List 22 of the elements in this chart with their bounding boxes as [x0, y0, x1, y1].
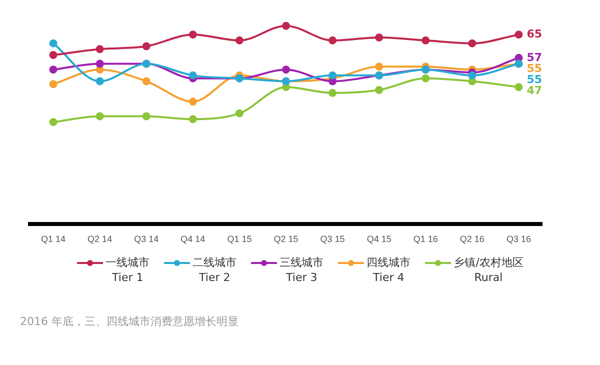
x-tick-label: Q2 16 — [460, 234, 484, 244]
x-tick-label: Q2 14 — [88, 234, 112, 244]
legend-label: 二线城市 Tier 2 — [192, 255, 237, 285]
data-label: 47 — [526, 84, 542, 97]
legend-label: 三线城市 Tier 3 — [280, 255, 324, 285]
data-label: 55 — [526, 72, 542, 86]
x-tick-label: Q4 15 — [366, 234, 392, 244]
x-tick-label: Q3 15 — [320, 234, 345, 244]
x-tick-label: Q1 16 — [413, 234, 438, 244]
legend-label: 一线城市 Tier 1 — [106, 255, 150, 285]
x-tick-label: Q4 14 — [180, 234, 206, 244]
x-tick-label: Q2 15 — [274, 234, 298, 244]
x-tick-label: Q3 16 — [506, 234, 531, 244]
legend-label: 四线城市 Tier 4 — [366, 255, 411, 285]
legend-label: 乡镇/农村地区 Rural — [454, 255, 524, 285]
data-label: 57 — [526, 50, 542, 64]
x-tick-label: Q1 15 — [227, 234, 252, 244]
data-label: 55 — [526, 62, 542, 75]
x-tick-label: Q3 14 — [134, 234, 159, 244]
text: 2016 年底，三、四线城市消费意愿增长明显 — [20, 314, 238, 329]
data-label: 65 — [526, 27, 542, 40]
x-tick-label: Q1 14 — [41, 234, 66, 244]
